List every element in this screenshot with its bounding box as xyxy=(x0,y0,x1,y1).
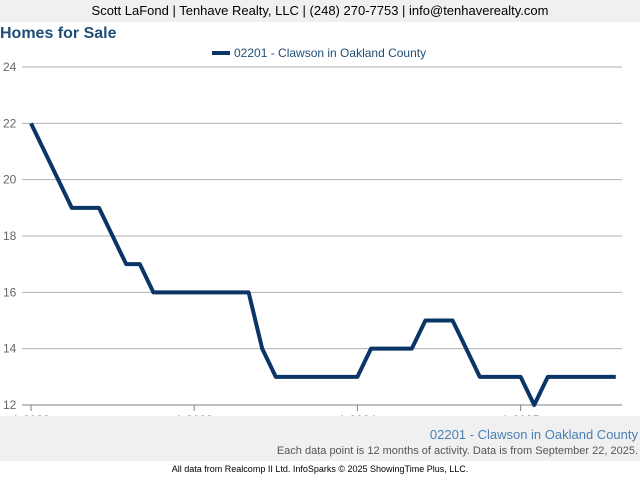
chart-title: Homes for Sale xyxy=(0,25,117,42)
footer-panel xyxy=(0,416,640,461)
copyright-text: All data from Realcomp II Ltd. InfoSpark… xyxy=(171,464,469,474)
legend: 02201 - Clawson in Oakland County xyxy=(212,46,426,60)
series-group xyxy=(29,122,616,407)
x-tick-label: 1-2025 xyxy=(502,413,540,416)
legend-label: 02201 - Clawson in Oakland County xyxy=(234,46,426,60)
contact-banner: Scott LaFond | Tenhave Realty, LLC | (24… xyxy=(0,0,640,22)
region-label: 02201 - Clawson in Oakland County xyxy=(429,427,638,442)
y-tick-label: 20 xyxy=(3,173,17,187)
y-tick-label: 12 xyxy=(3,398,17,412)
data-note: Each data point is 12 months of activity… xyxy=(276,445,638,457)
grid-lines xyxy=(22,66,622,350)
y-tick-label: 16 xyxy=(3,285,17,299)
y-tick-label: 24 xyxy=(3,60,17,74)
y-tick-label: 22 xyxy=(3,116,17,130)
x-tick-label: 1-2024 xyxy=(339,413,377,416)
line-chart: 1-20221-20231-20241-2025 12141618202224 … xyxy=(3,46,622,416)
x-tick-label: 1-2023 xyxy=(176,413,214,416)
y-tick-label: 18 xyxy=(3,229,17,243)
y-axis-labels: 12 14 16 18 20 22 24 xyxy=(3,60,17,412)
series-line xyxy=(29,122,616,407)
y-tick-label: 14 xyxy=(3,342,17,356)
